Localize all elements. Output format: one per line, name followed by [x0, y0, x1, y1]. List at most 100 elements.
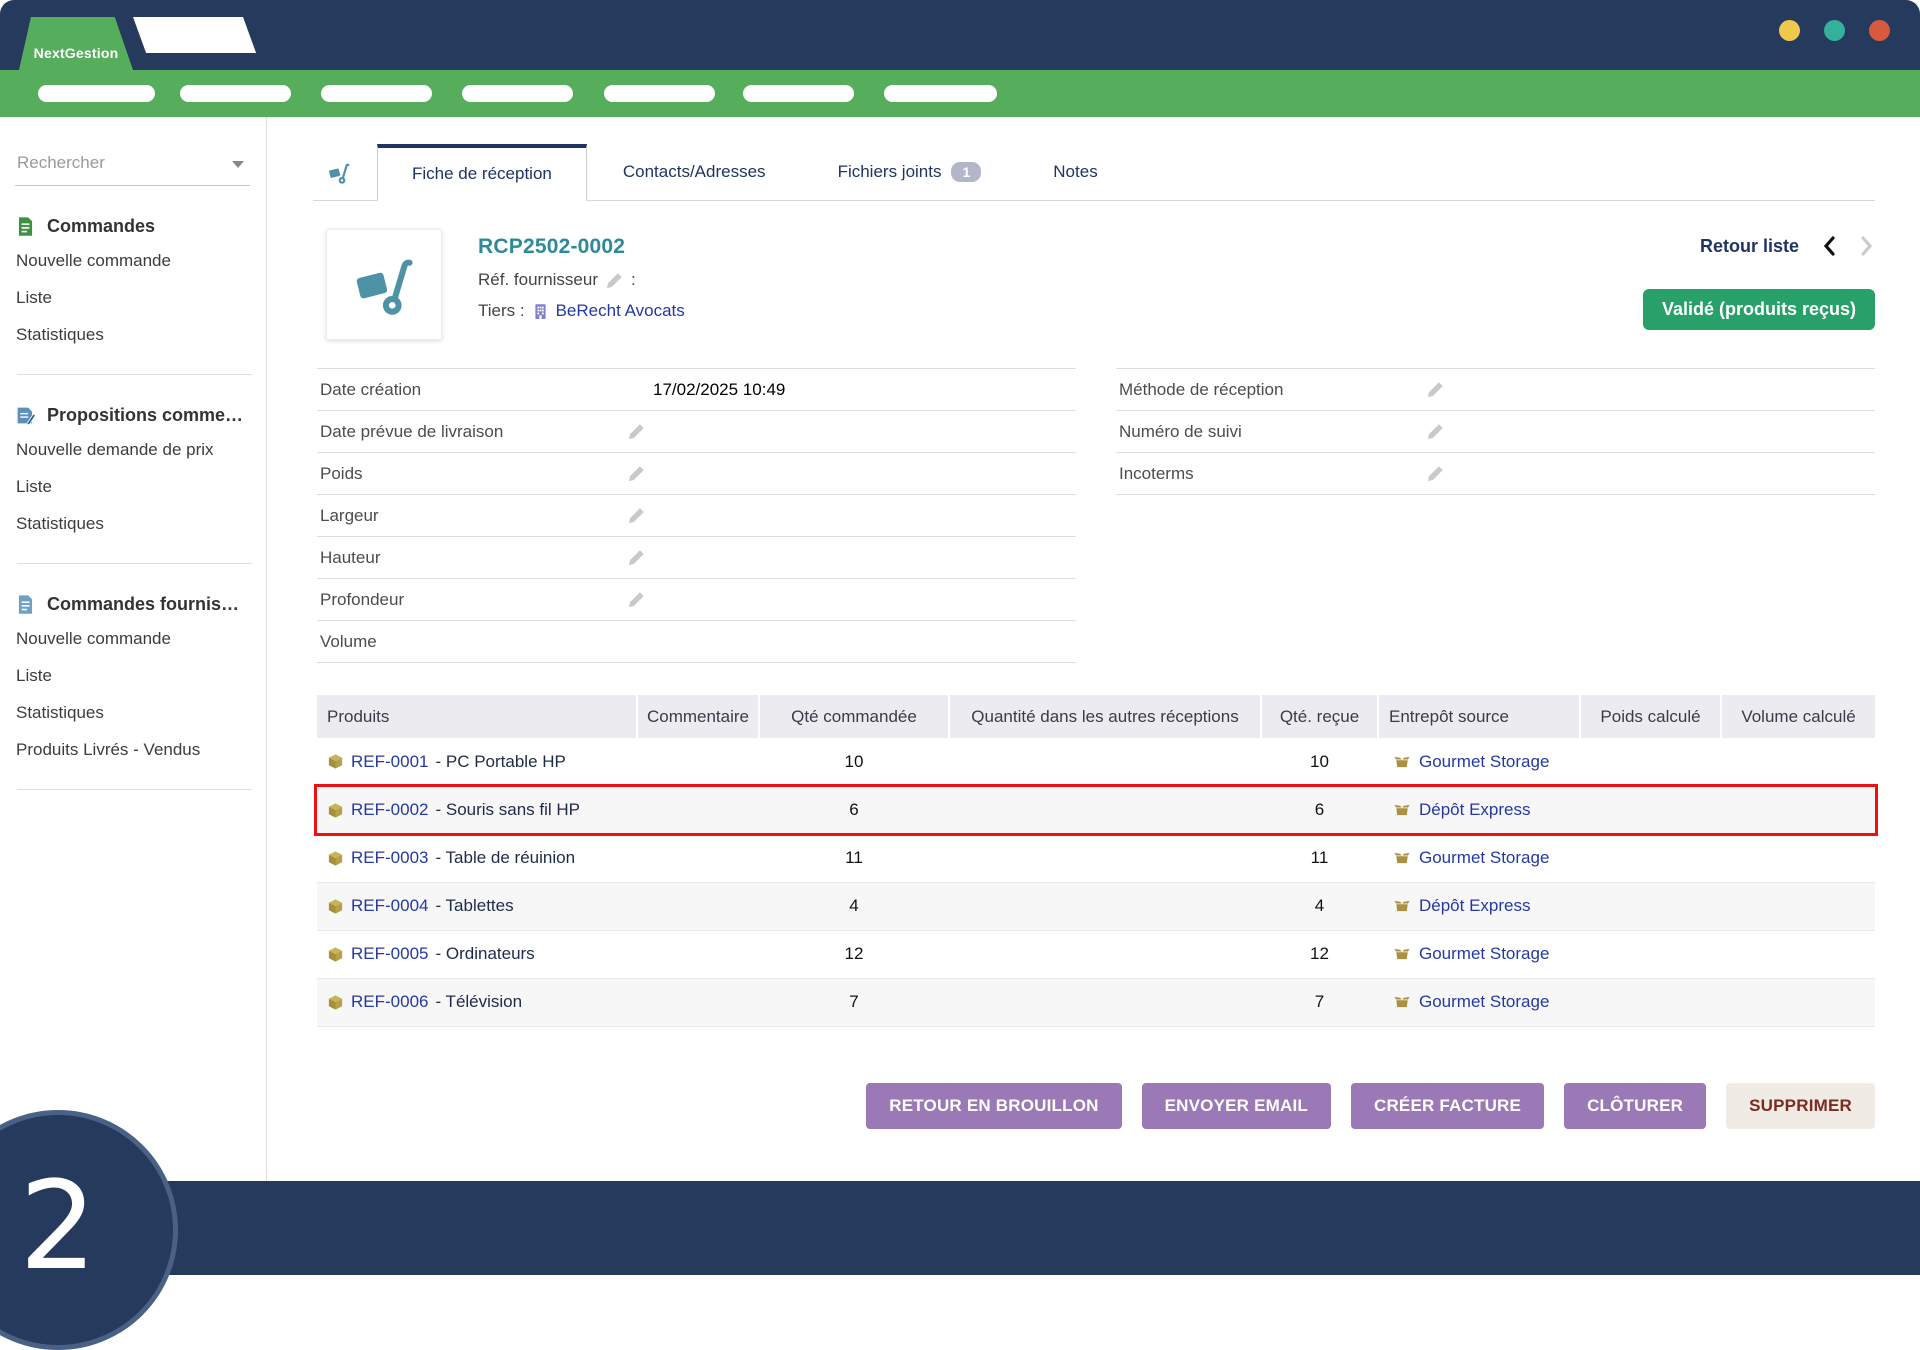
menu-pill-3[interactable] [321, 85, 432, 102]
tab-fichiers-joints[interactable]: Fichiers joints 1 [802, 143, 1018, 200]
sidebar-item-liste[interactable]: Liste [16, 288, 52, 307]
col-header-poids-calcule: Poids calculé [1580, 695, 1722, 738]
field-value: 17/02/2025 10:49 [653, 379, 786, 399]
edit-pencil-icon[interactable] [627, 422, 646, 441]
supplier-ref-line: Réf. fournisseur : [478, 270, 685, 290]
field-row-profondeur: Profondeur [317, 579, 1076, 621]
edit-pencil-icon[interactable] [1426, 422, 1445, 441]
sidebar-item-nouvelle-commande[interactable]: Nouvelle commande [16, 251, 171, 270]
warehouse-link[interactable]: Dépôt Express [1419, 800, 1531, 819]
sidebar-item-liste[interactable]: Liste [16, 477, 52, 496]
warehouse-box-icon [1394, 852, 1410, 864]
envoyer-email-button[interactable]: ENVOYER EMAIL [1141, 1082, 1331, 1129]
supprimer-button[interactable]: SUPPRIMER [1726, 1082, 1875, 1129]
brand-tab[interactable]: NextGestion [19, 17, 133, 70]
sidebar-section-commandes[interactable]: Commandes [15, 216, 254, 237]
edit-pencil-icon[interactable] [1426, 380, 1445, 399]
field-label: Numéro de suivi [1119, 421, 1242, 441]
warehouse-link[interactable]: Gourmet Storage [1419, 751, 1550, 771]
next-record-chevron-icon[interactable] [1859, 235, 1875, 257]
field-row-largeur: Largeur [317, 495, 1076, 537]
product-ref-link[interactable]: REF-0002 [351, 800, 429, 819]
menu-pill-1[interactable] [38, 85, 155, 102]
thirdparty-link[interactable]: BeRecht Avocats [555, 301, 685, 320]
main-menu-bar [0, 70, 1920, 117]
sidebar-item-statistiques[interactable]: Statistiques [16, 514, 104, 533]
tab-label: Fichiers joints [837, 161, 942, 181]
warehouse-link[interactable]: Dépôt Express [1419, 896, 1531, 915]
footer-band [0, 1181, 1920, 1275]
previous-record-chevron-icon[interactable] [1821, 235, 1837, 257]
tab-label: Fiche de réception [412, 164, 552, 183]
warehouse-link[interactable]: Gourmet Storage [1419, 992, 1550, 1011]
menu-pill-7[interactable] [884, 85, 997, 102]
supplier-ref-colon: : [631, 270, 636, 289]
product-label: - PC Portable HP [435, 751, 566, 771]
product-ref-link[interactable]: REF-0001 [351, 751, 429, 771]
table-row: REF-0003 - Table de réuinion 11 11 Gourm… [317, 834, 1875, 883]
sidebar-item-nouvelle-commande[interactable]: Nouvelle commande [16, 629, 171, 648]
window-controls [1779, 20, 1890, 41]
edit-pencil-icon[interactable] [627, 590, 646, 609]
edit-pencil-icon[interactable] [627, 548, 646, 567]
product-ref-link[interactable]: REF-0004 [351, 896, 429, 915]
product-ref-link[interactable]: REF-0005 [351, 944, 429, 963]
warehouse-link[interactable]: Gourmet Storage [1419, 848, 1550, 867]
tab-bar: Fiche de réception Contacts/Adresses Fic… [313, 143, 1875, 201]
supplier-document-icon [18, 595, 33, 614]
header-right-actions: Retour liste Validé (produits reçus) [1642, 229, 1875, 340]
edit-pencil-icon[interactable] [1426, 464, 1445, 483]
cell-comment [637, 786, 759, 835]
sidebar-item-produits-livres-vendus[interactable]: Produits Livrés - Vendus [16, 740, 201, 759]
cell-volume [1721, 738, 1875, 787]
search-input[interactable] [17, 153, 217, 173]
col-header-volume-calcule: Volume calculé [1721, 695, 1875, 738]
active-window-tab[interactable] [133, 17, 257, 53]
edit-pencil-icon[interactable] [627, 506, 646, 525]
cloturer-button[interactable]: CLÔTURER [1564, 1082, 1707, 1129]
menu-pill-4[interactable] [462, 85, 573, 102]
supplier-ref-label: Réf. fournisseur [478, 270, 598, 289]
menu-pill-6[interactable] [743, 85, 854, 102]
back-to-list-link[interactable]: Retour liste [1699, 235, 1799, 256]
left-sidebar: Commandes Nouvelle commande Liste Statis… [0, 117, 267, 1181]
field-row-incoterms: Incoterms [1116, 453, 1875, 495]
cell-comment [637, 930, 759, 979]
sidebar-item-liste[interactable]: Liste [16, 666, 52, 685]
edit-pencil-icon[interactable] [605, 271, 624, 290]
search-dropdown-caret-icon[interactable] [232, 161, 244, 168]
tab-notes[interactable]: Notes [1017, 143, 1133, 200]
menu-pill-5[interactable] [604, 85, 715, 102]
window-close-dot[interactable] [1869, 20, 1890, 41]
sidebar-item-statistiques[interactable]: Statistiques [16, 325, 104, 344]
field-row-poids: Poids [317, 453, 1076, 495]
product-cube-icon [328, 802, 343, 818]
sidebar-separator [17, 374, 252, 375]
menu-pill-2[interactable] [180, 85, 291, 102]
window-maximize-dot[interactable] [1824, 20, 1845, 41]
sidebar-section-commandes-fournisseurs[interactable]: Commandes fournis… [15, 594, 254, 615]
sidebar-section-propositions[interactable]: Propositions comme… [15, 405, 254, 426]
order-document-icon [18, 217, 33, 236]
window-minimize-dot[interactable] [1779, 20, 1800, 41]
edit-pencil-icon[interactable] [627, 464, 646, 483]
product-ref-link[interactable]: REF-0003 [351, 848, 429, 867]
field-row-date-prevue: Date prévue de livraison [317, 411, 1076, 453]
field-row-date-creation: Date création 17/02/2025 10:49 [317, 369, 1076, 411]
step-number: 2 [19, 1155, 97, 1297]
cell-weight [1580, 738, 1721, 787]
creer-facture-button[interactable]: CRÉER FACTURE [1350, 1082, 1545, 1129]
warehouse-link[interactable]: Gourmet Storage [1419, 944, 1550, 963]
sidebar-item-nouvelle-demande-de-prix[interactable]: Nouvelle demande de prix [16, 440, 214, 459]
tab-contacts-adresses[interactable]: Contacts/Adresses [587, 143, 802, 200]
warehouse-box-icon [1394, 756, 1410, 767]
retour-en-brouillon-button[interactable]: RETOUR EN BROUILLON [866, 1082, 1122, 1129]
field-label: Date prévue de livraison [320, 421, 504, 441]
tab-fiche-de-reception[interactable]: Fiche de réception [377, 144, 587, 201]
sidebar-item-statistiques[interactable]: Statistiques [16, 703, 104, 722]
product-ref-link[interactable]: REF-0006 [351, 992, 429, 1011]
cell-qty-other [949, 882, 1261, 931]
table-row-highlighted: REF-0002 - Souris sans fil HP 6 6 Dépôt … [314, 784, 1878, 836]
cell-volume [1721, 834, 1875, 883]
field-label: Volume [320, 631, 377, 651]
